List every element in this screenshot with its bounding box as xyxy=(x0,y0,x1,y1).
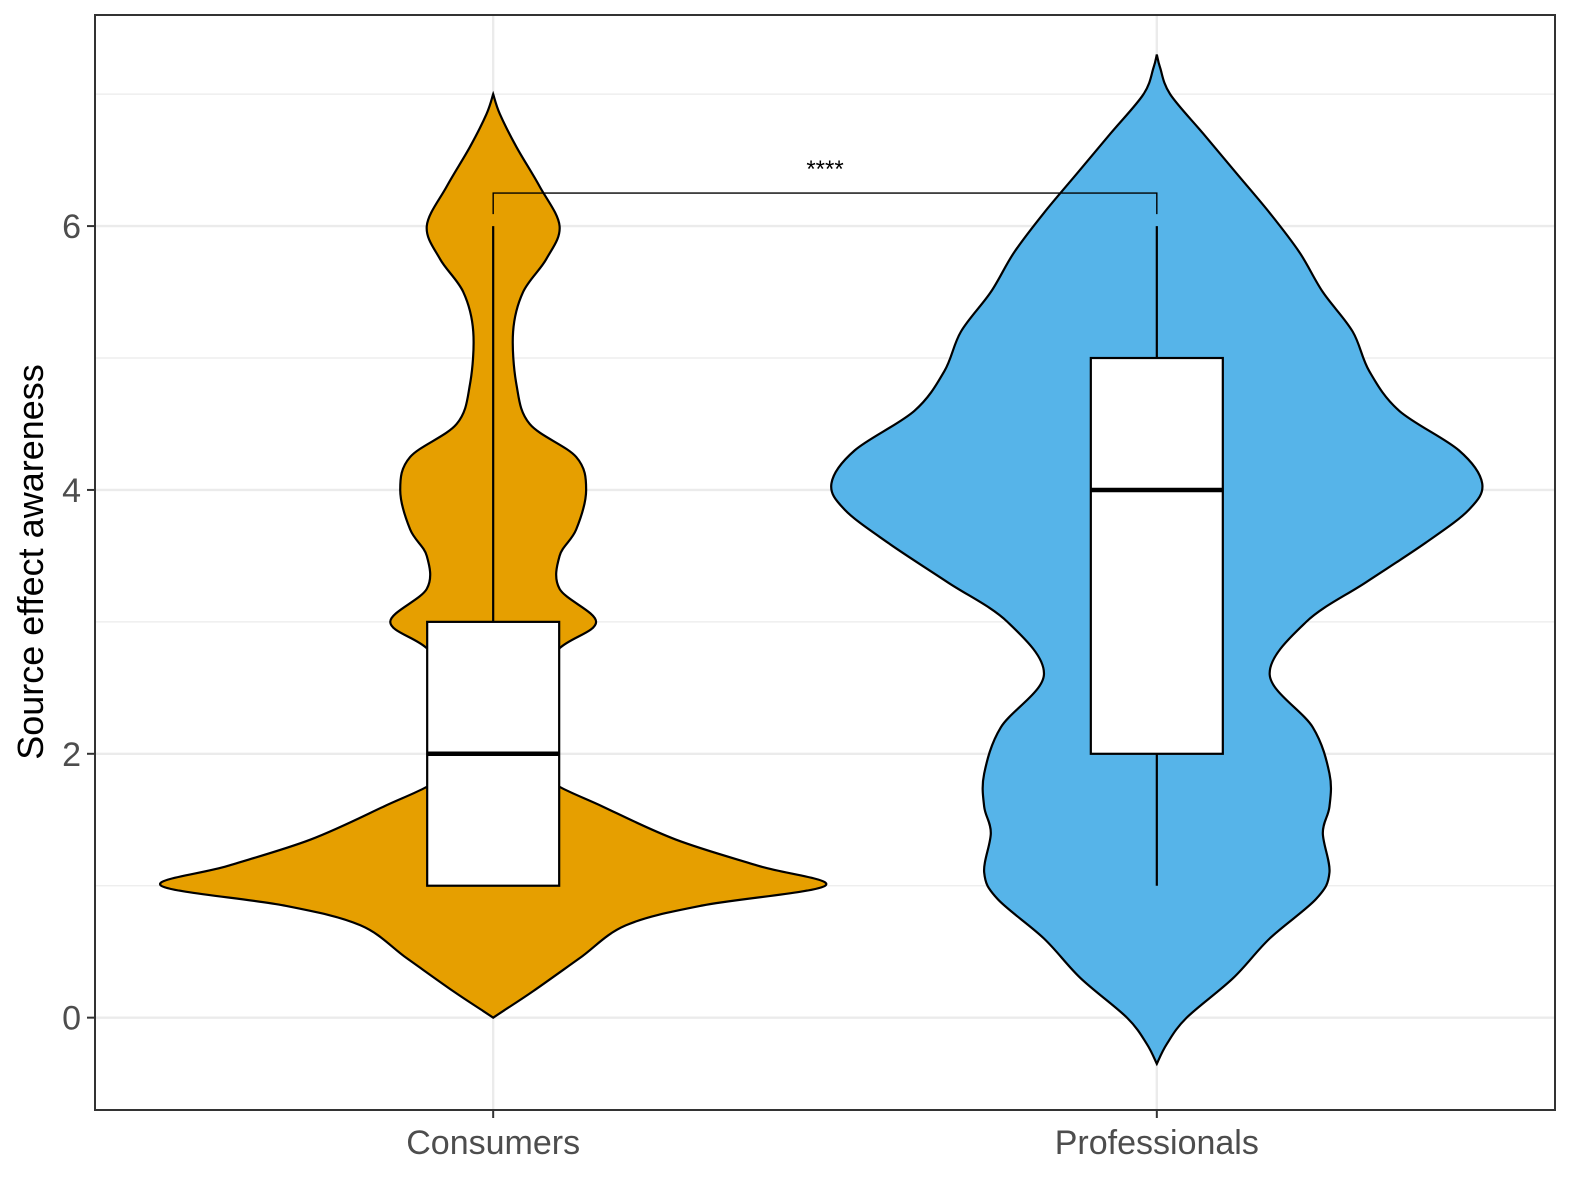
y-axis: 0 2 4 6 xyxy=(62,208,95,1038)
y-tick-label: 4 xyxy=(62,472,81,510)
y-tick-label: 6 xyxy=(62,208,81,246)
x-tick-label: Consumers xyxy=(406,1124,580,1162)
x-axis: Consumers Professionals xyxy=(406,1110,1259,1162)
significance-bracket xyxy=(492,192,1158,215)
y-tick-label: 2 xyxy=(62,736,81,774)
significance-annotation: **** xyxy=(492,156,1158,215)
y-axis-title: Source effect awareness xyxy=(10,364,51,760)
significance-label: **** xyxy=(806,156,843,183)
box-professionals xyxy=(1089,356,1224,755)
plot-panel-border xyxy=(94,14,1556,1111)
y-tick-label: 0 xyxy=(62,1000,81,1038)
boxplots xyxy=(426,226,1224,887)
x-tick-label: Professionals xyxy=(1055,1124,1259,1162)
